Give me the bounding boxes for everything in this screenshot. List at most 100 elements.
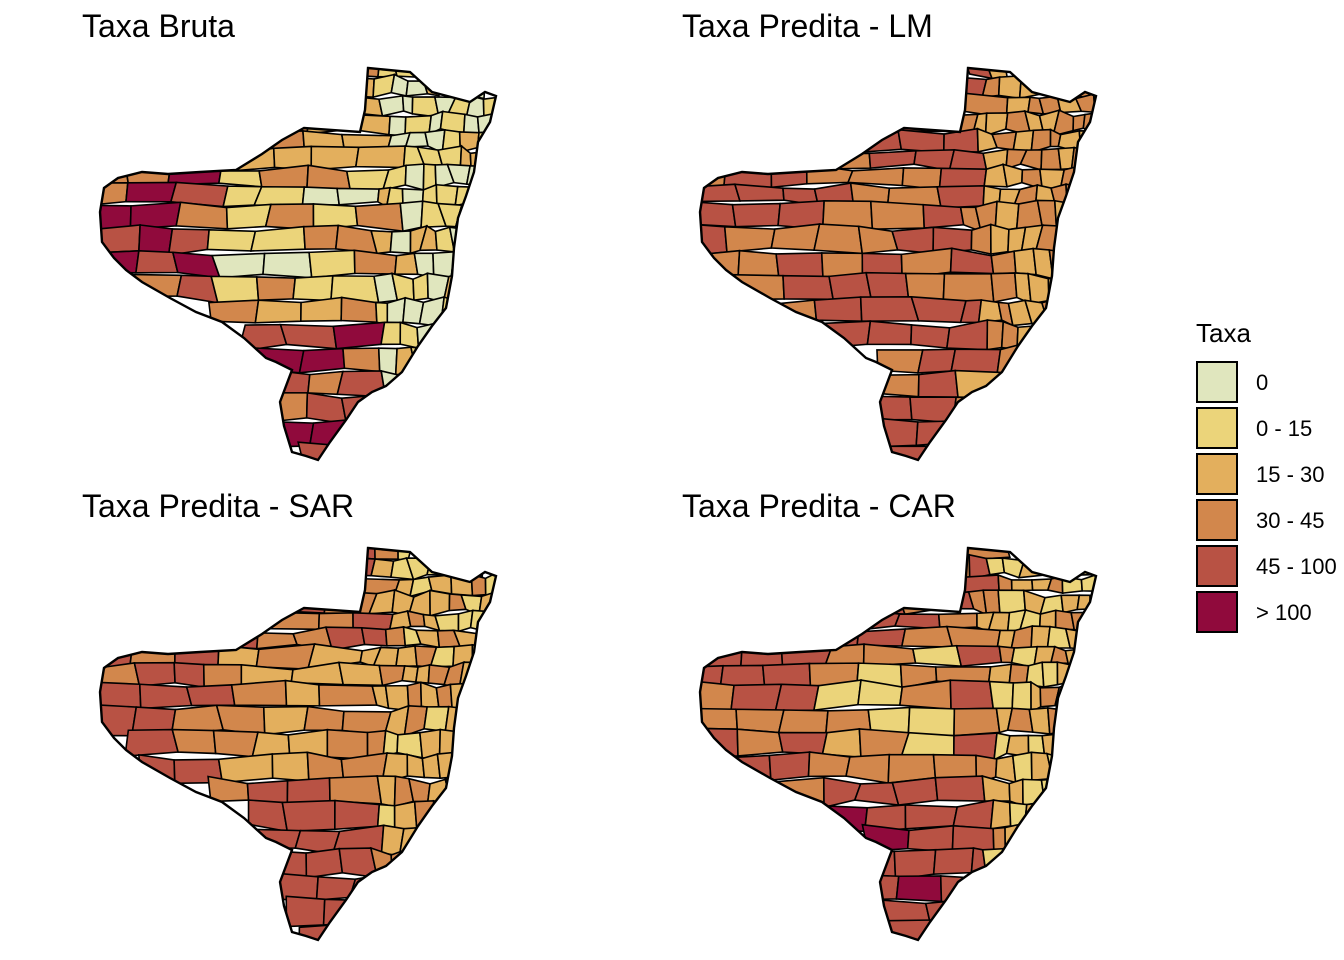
tract-polygon	[910, 295, 967, 324]
tract-polygon	[475, 630, 493, 653]
tract-polygon	[412, 272, 429, 302]
tract-polygon	[1041, 661, 1059, 688]
tract-polygon	[444, 777, 470, 807]
tract-polygon	[302, 224, 340, 251]
tract-polygon	[954, 369, 1012, 398]
tract-polygon	[318, 684, 378, 707]
tract-polygon	[1056, 661, 1081, 686]
tract-polygon	[942, 272, 995, 304]
tract-polygon	[414, 663, 431, 684]
panel-title: Taxa Predita - SAR	[82, 488, 355, 524]
tract-polygon	[340, 393, 393, 425]
tract-polygon	[342, 347, 381, 373]
tract-polygon	[381, 164, 407, 192]
tract-polygon	[893, 848, 937, 881]
tract-polygon	[1040, 147, 1062, 171]
tract-polygon	[807, 751, 851, 778]
tract-polygon	[468, 75, 487, 100]
tract-polygon	[782, 274, 835, 301]
tract-polygon	[125, 273, 183, 298]
tract-polygon	[219, 611, 273, 633]
tract-polygon	[936, 185, 986, 209]
tract-polygon	[388, 115, 407, 137]
tract-polygon	[345, 169, 390, 191]
tract-polygon	[360, 626, 388, 647]
tract-polygon	[354, 202, 404, 233]
tract-polygon	[300, 296, 343, 322]
tract-polygon	[212, 729, 259, 758]
tract-polygon	[1013, 247, 1038, 276]
tract-polygon	[403, 705, 429, 737]
tract-polygon	[407, 777, 431, 803]
tract-polygon	[906, 824, 955, 853]
tract-polygon	[761, 662, 812, 688]
tract-polygon	[985, 557, 1006, 576]
tract-polygon	[700, 183, 741, 203]
tract-polygon	[868, 150, 917, 169]
tract-polygon	[917, 369, 959, 398]
tract-polygon	[434, 613, 460, 633]
tract-polygon	[336, 187, 380, 206]
tract-polygon	[911, 644, 963, 668]
tract-polygon	[949, 679, 995, 710]
tract-polygon	[262, 705, 309, 736]
tract-polygon	[1027, 272, 1050, 305]
tract-polygon	[124, 728, 180, 758]
legend-item: 0 - 15	[1196, 407, 1344, 453]
tract-polygon	[405, 80, 429, 97]
tract-polygon	[134, 249, 179, 274]
tract-polygon	[777, 709, 829, 737]
legend-title: Taxa	[1196, 318, 1251, 348]
tract-polygon	[389, 230, 412, 255]
tract-polygon	[871, 417, 919, 448]
tract-polygon	[326, 728, 369, 760]
tract-polygon	[393, 800, 418, 832]
tract-polygon	[285, 895, 326, 928]
tract-polygon	[436, 751, 457, 780]
tract-polygon	[916, 348, 957, 374]
tract-polygon	[476, 130, 495, 154]
tract-polygon	[1011, 681, 1032, 713]
map-panel-car: Taxa Predita - CAR	[600, 480, 1200, 960]
tract-polygon	[948, 148, 988, 172]
tract-polygon	[900, 731, 955, 758]
tract-polygon	[125, 181, 178, 203]
tract-polygon	[900, 625, 954, 648]
tract-polygon	[988, 680, 1015, 710]
panel-title: Taxa Predita - CAR	[682, 488, 956, 524]
tract-polygon	[731, 202, 782, 228]
legend-item: 15 - 30	[1196, 453, 1344, 499]
tract-polygon	[730, 683, 783, 712]
tract-polygon	[255, 276, 297, 302]
tract-polygon	[308, 249, 356, 279]
census-tracts	[700, 548, 1096, 940]
study-area-boundary	[98, 546, 498, 942]
tract-polygon	[370, 558, 395, 579]
tract-polygon	[700, 643, 744, 670]
tract-polygon	[1040, 777, 1064, 809]
tract-polygon	[1046, 707, 1073, 735]
legend-item: 30 - 45	[1196, 499, 1344, 545]
tract-polygon	[303, 705, 345, 732]
tract-polygon	[901, 167, 943, 191]
tract-polygon	[264, 203, 315, 231]
legend-item: 45 - 100	[1196, 545, 1344, 591]
tract-polygon	[329, 555, 377, 577]
tract-polygon	[138, 683, 193, 710]
tract-polygon	[866, 320, 913, 346]
tract-polygon	[909, 396, 958, 424]
tract-polygon	[175, 201, 229, 230]
tract-polygon	[986, 319, 1005, 351]
tract-polygon	[768, 751, 811, 782]
tract-polygon	[1018, 74, 1041, 100]
tract-polygon	[907, 706, 956, 737]
tract-polygon	[1004, 823, 1022, 852]
tract-polygon	[970, 223, 992, 256]
tract-polygon	[893, 613, 941, 630]
tract-polygon	[185, 684, 236, 707]
legend-item: 0	[1196, 361, 1344, 407]
tract-polygon	[100, 249, 140, 274]
tract-polygon	[418, 295, 446, 328]
tract-polygon	[770, 163, 808, 189]
tract-polygon	[821, 728, 862, 759]
